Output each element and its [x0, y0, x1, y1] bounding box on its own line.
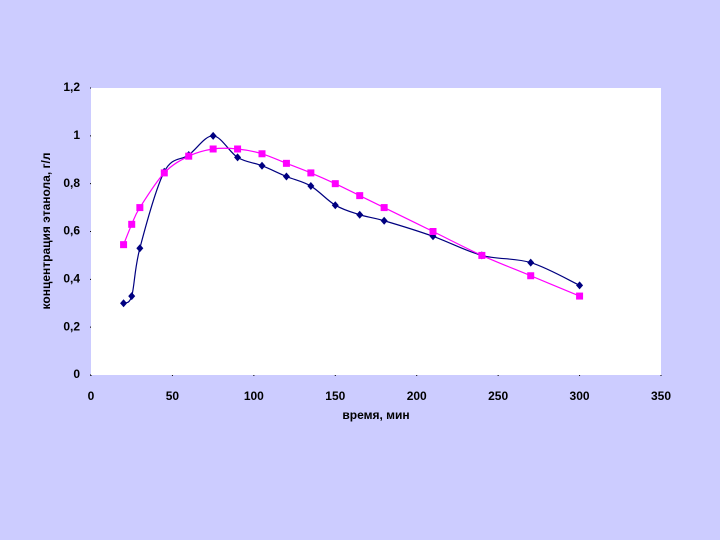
marker: [331, 201, 339, 210]
y-tick-label: 0,2: [63, 319, 80, 333]
marker: [128, 292, 136, 301]
y-tick-label: 1,2: [63, 80, 80, 94]
x-tick-label: 100: [244, 389, 264, 403]
marker: [527, 258, 535, 267]
marker: [120, 299, 128, 308]
marker: [258, 161, 266, 170]
marker: [576, 292, 584, 300]
plot-area: [91, 88, 661, 375]
marker: [356, 192, 364, 200]
marker: [307, 182, 315, 191]
marker: [282, 172, 290, 181]
y-tick-label: 0,4: [63, 272, 80, 286]
x-tick-label: 250: [488, 389, 508, 403]
marker: [429, 228, 437, 235]
marker: [331, 180, 339, 188]
marker: [258, 150, 266, 158]
x-tick-label: 50: [166, 389, 180, 403]
marker: [160, 169, 168, 177]
marker: [380, 216, 388, 225]
marker: [120, 241, 128, 249]
x-axis-label: время, мин: [342, 408, 409, 422]
marker: [576, 281, 584, 290]
marker: [209, 131, 217, 140]
marker: [128, 220, 136, 228]
x-tick-label: 350: [651, 389, 671, 403]
marker: [185, 152, 193, 160]
y-tick-label: 0,6: [63, 224, 80, 238]
x-tick-label: 200: [407, 389, 427, 403]
y-axis-label: концентрация этанола, г/л: [39, 153, 53, 310]
marker: [527, 272, 535, 280]
x-tick-label: 0: [88, 389, 95, 403]
y-tick-label: 0: [73, 367, 80, 381]
marker: [234, 145, 242, 153]
marker: [234, 153, 242, 162]
marker: [136, 204, 144, 212]
x-tick-label: 150: [325, 389, 345, 403]
y-tick-label: 0,8: [63, 176, 80, 190]
marker: [380, 204, 388, 212]
marker: [356, 210, 364, 219]
marker: [478, 251, 486, 259]
marker: [209, 145, 217, 153]
marker: [282, 159, 290, 167]
y-tick-label: 1: [73, 128, 80, 142]
x-tick-label: 300: [570, 389, 590, 403]
marker: [136, 244, 144, 253]
marker: [307, 169, 315, 177]
